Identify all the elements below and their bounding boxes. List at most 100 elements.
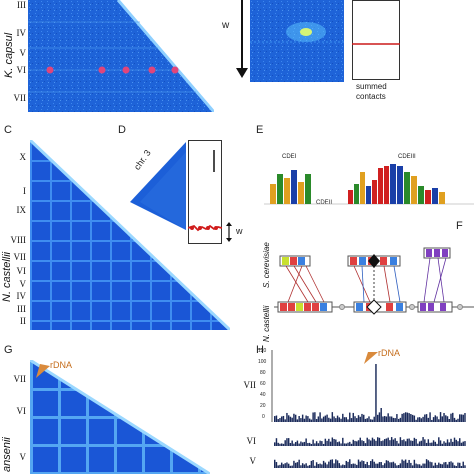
coverage-bar (385, 460, 388, 468)
coverage-bar (361, 440, 363, 446)
coverage-bar (312, 460, 314, 468)
coverage-bar (305, 463, 307, 468)
coverage-bar (284, 463, 286, 468)
coverage-bar (459, 438, 461, 446)
cdei-label: CDEI (282, 154, 297, 160)
summed-label: summed (356, 82, 387, 91)
coverage-bar (352, 412, 354, 422)
coverage-bar (342, 437, 344, 446)
chr-label: III (17, 304, 26, 314)
coverage-bar (315, 462, 318, 468)
coverage-bar (417, 464, 419, 468)
chr-label: VIII (10, 235, 27, 245)
coverage-bar (411, 440, 414, 446)
coverage-bar (410, 414, 412, 422)
coverage-bar (396, 440, 398, 446)
coverage-bar (455, 419, 457, 422)
coverage-bar (296, 462, 299, 468)
coverage-bar (319, 440, 321, 446)
coverage-bar (387, 437, 389, 446)
contacts-label: contacts (356, 92, 386, 101)
coverage-bar (382, 440, 384, 446)
coverage-bar (432, 440, 435, 446)
coverage-bar (294, 442, 297, 446)
coverage-bar (298, 443, 300, 446)
rdna-label-h: rDNA (378, 348, 400, 358)
chr-label: VII (13, 93, 27, 103)
heatmap-g (30, 360, 210, 474)
coverage-bar (368, 416, 370, 422)
coverage-bar (359, 437, 361, 446)
coverage-bar (338, 441, 341, 446)
coverage-bar (445, 462, 447, 468)
h-y-tick: 120 (258, 348, 267, 354)
coverage-bar (342, 464, 344, 468)
d-w-arrow (226, 222, 232, 242)
coverage-bar (364, 443, 367, 446)
coverage-bar (331, 437, 334, 446)
coverage-bar (364, 418, 367, 422)
coverage-bar (357, 459, 360, 468)
chr-label: IV (16, 28, 27, 38)
coverage-bar (338, 463, 341, 468)
coverage-bar (411, 414, 414, 422)
coverage-bar (296, 419, 299, 422)
coverage-bar (390, 437, 393, 446)
coverage-bar (340, 465, 342, 468)
h-y-tick: 60 (260, 381, 266, 387)
coverage-bar (275, 415, 278, 422)
coverage-bar (326, 464, 328, 468)
coverage-bar (274, 442, 276, 446)
heatmap-top-left (28, 0, 214, 112)
coverage-bar (394, 463, 396, 468)
coverage-bar (425, 442, 428, 446)
coverage-bar (420, 418, 423, 422)
coverage-bar (315, 441, 318, 446)
coverage-bar (411, 465, 414, 468)
coverage-bar (460, 414, 463, 422)
coverage-bar (373, 439, 375, 446)
coverage-bar (322, 416, 325, 422)
coverage-bar (389, 416, 391, 422)
coverage-bar (439, 463, 442, 468)
coverage-bar (345, 460, 348, 468)
coverage-bar (329, 459, 332, 468)
coverage-bar (453, 465, 456, 468)
coverage-bar (282, 415, 285, 422)
coverage-bar (382, 416, 384, 422)
coverage-bar (326, 414, 328, 422)
chr-label: IX (16, 205, 27, 215)
coverage-bar (415, 463, 417, 468)
coverage-bar (275, 462, 278, 468)
coverage-bar (459, 462, 461, 468)
coverage-bar (431, 419, 433, 422)
coverage-bar (424, 414, 426, 422)
coverage-bar (427, 417, 430, 422)
coverage-bar (319, 412, 321, 422)
heatmap-d (130, 142, 186, 230)
coverage-bar (422, 437, 424, 446)
coverage-bar (464, 441, 466, 446)
coverage-bar (361, 413, 363, 422)
coverage-bar (335, 418, 337, 422)
coverage-bar (434, 441, 437, 446)
coverage-bar (328, 438, 330, 446)
coverage-bar (445, 415, 447, 422)
coverage-bar (349, 441, 351, 446)
coverage-bar (464, 465, 466, 468)
h-y-tick: 80 (260, 370, 266, 376)
coverage-bar (452, 412, 454, 422)
coverage-bar (333, 416, 335, 422)
coverage-bar (460, 442, 463, 446)
coverage-bar (403, 460, 405, 468)
coverage-bar (312, 412, 314, 422)
coverage-bar (366, 418, 368, 422)
cdeiii-logo (348, 164, 445, 204)
coverage-bar (350, 443, 353, 446)
w-arrow (236, 0, 248, 78)
coverage-bar (319, 463, 321, 468)
coverage-bar (427, 460, 430, 468)
coverage-bar (328, 461, 330, 468)
coverage-bar (429, 461, 431, 468)
coverage-bar (397, 418, 400, 422)
